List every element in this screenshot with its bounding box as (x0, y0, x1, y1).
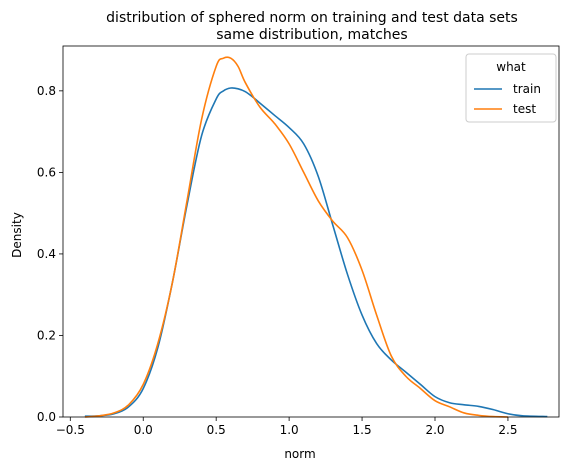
series-line-test (84, 56, 508, 418)
legend-frame (465, 53, 557, 123)
y-tick-label: 0.0 (37, 410, 56, 424)
series-line-train (84, 87, 548, 418)
x-tick-label: 1.5 (353, 423, 372, 437)
axes-frame (62, 45, 560, 418)
x-tick-label: 2.5 (498, 423, 517, 437)
x-axis-label: norm (284, 447, 315, 461)
x-tick-label: 0.5 (207, 423, 226, 437)
legend-title: what (496, 60, 526, 74)
axes: −0.5 0.0 0.5 1.0 1.5 2.0 2.50.00.20.40.60.8 (37, 45, 560, 437)
y-tick-label: 0.2 (37, 328, 56, 342)
legend: what train test (465, 53, 557, 123)
x-tick-label: 2.0 (425, 423, 444, 437)
x-tick-label: 0.0 (134, 423, 153, 437)
chart-subtitle: same distribution, matches (216, 27, 407, 43)
y-tick-label: 0.8 (37, 84, 56, 98)
x-tick-label: −0.5 (56, 423, 85, 437)
legend-label-test: test (513, 102, 536, 116)
x-tick-label: 1.0 (280, 423, 299, 437)
y-axis-label: Density (10, 212, 24, 258)
y-tick-label: 0.6 (37, 165, 56, 179)
chart-title: distribution of sphered norm on training… (106, 10, 518, 26)
legend-label-train: train (513, 82, 541, 96)
y-tick-label: 0.4 (37, 247, 56, 261)
plot-lines (84, 56, 548, 418)
